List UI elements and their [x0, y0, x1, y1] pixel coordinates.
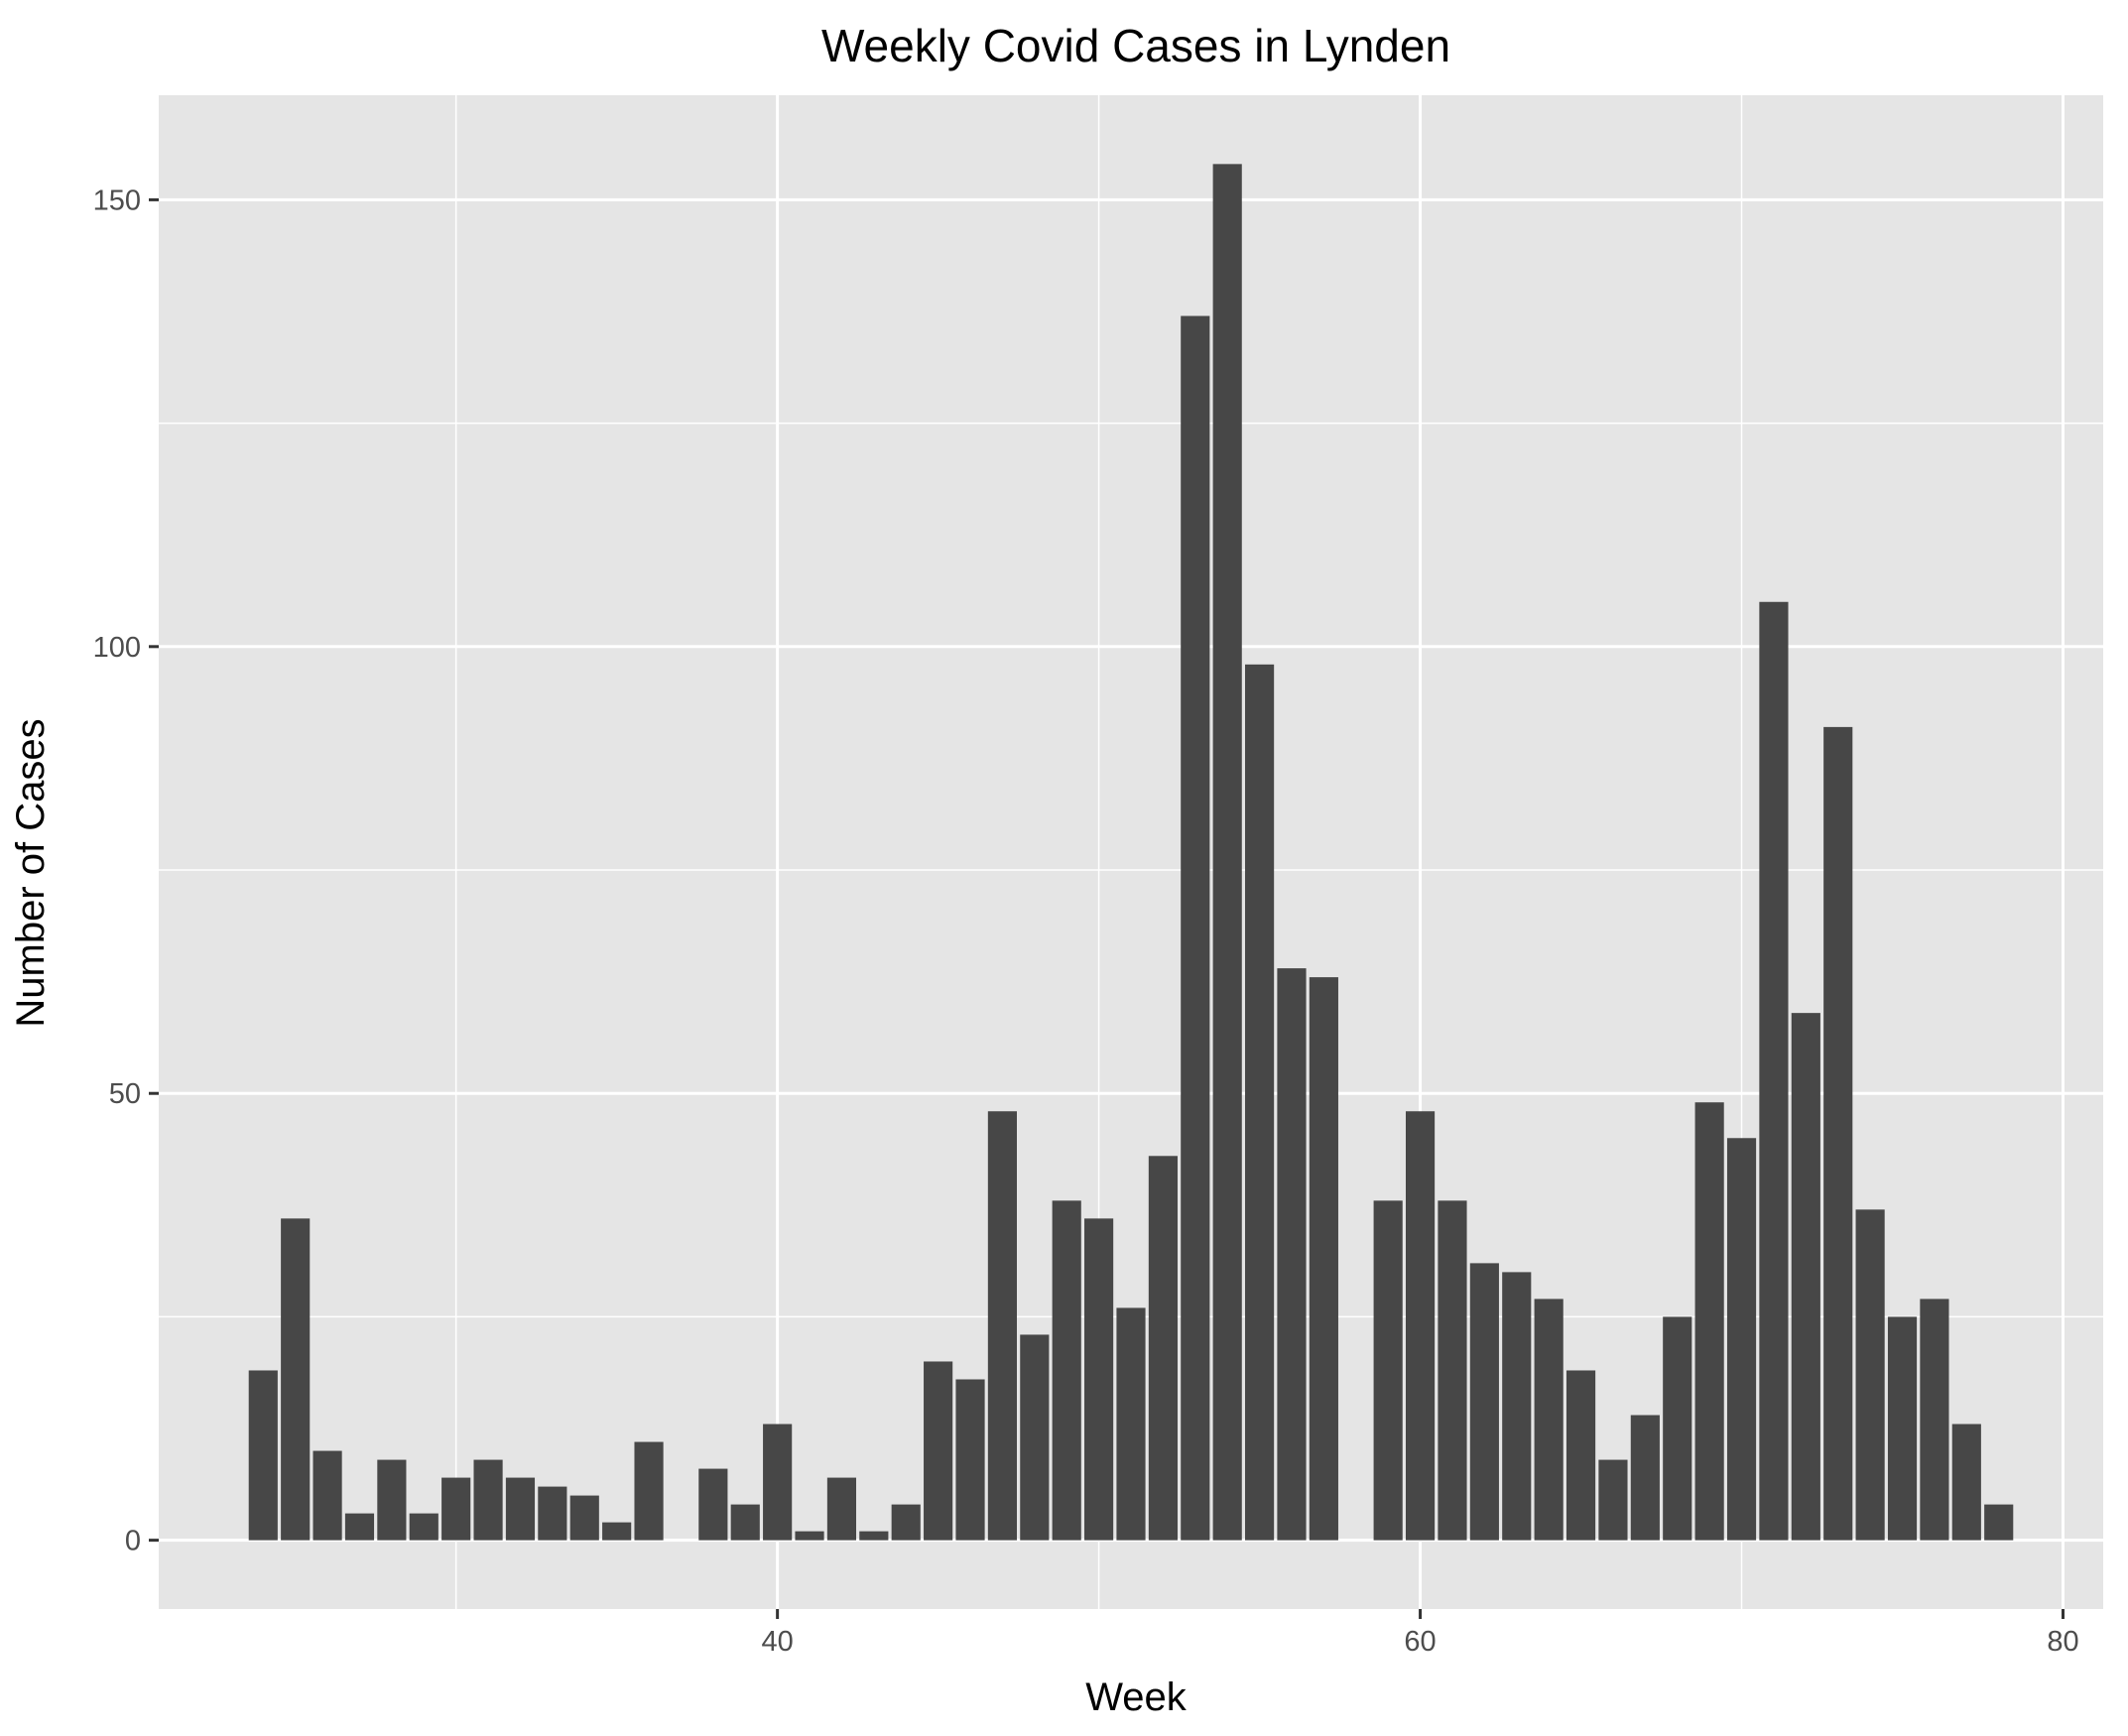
bar-week-64: [1534, 1299, 1564, 1541]
bar-week-53: [1181, 315, 1210, 1541]
bar-week-25: [281, 1218, 311, 1541]
bar-week-54: [1212, 164, 1242, 1541]
x-tick-label: 40: [762, 1626, 794, 1658]
bar-week-62: [1469, 1263, 1499, 1541]
bar-week-78: [1984, 1504, 2014, 1541]
bar-week-36: [634, 1441, 664, 1541]
bar-week-72: [1791, 1013, 1820, 1541]
bar-week-67: [1630, 1415, 1660, 1541]
bar-week-43: [859, 1531, 889, 1541]
bar-week-26: [313, 1450, 342, 1541]
bar-week-65: [1565, 1370, 1596, 1541]
chart-title: Weekly Covid Cases in Lynden: [821, 20, 1450, 71]
bar-week-75: [1887, 1316, 1918, 1541]
bar-week-32: [505, 1477, 536, 1541]
bar-week-74: [1855, 1209, 1885, 1541]
y-tick-label: 150: [93, 185, 141, 216]
bar-week-44: [891, 1504, 921, 1541]
y-tick-label: 0: [125, 1526, 141, 1557]
bar-week-76: [1920, 1299, 1949, 1541]
bar-week-52: [1148, 1156, 1178, 1541]
bar-week-47: [987, 1111, 1017, 1541]
bar-week-73: [1823, 726, 1853, 1541]
bars: [248, 164, 2014, 1541]
bar-week-31: [473, 1459, 503, 1541]
bar-week-59: [1373, 1200, 1403, 1541]
bar-week-39: [730, 1504, 760, 1541]
bar-week-27: [344, 1513, 375, 1541]
bar-week-57: [1309, 977, 1338, 1541]
bar-week-48: [1020, 1334, 1050, 1541]
bar-week-60: [1405, 1111, 1436, 1541]
bar-week-70: [1726, 1138, 1757, 1541]
bar-week-29: [409, 1513, 438, 1541]
bar-week-45: [924, 1361, 953, 1541]
bar-week-33: [538, 1486, 567, 1541]
x-tick-label: 80: [2047, 1626, 2078, 1658]
bar-week-46: [955, 1379, 985, 1541]
bar-week-56: [1277, 968, 1307, 1541]
bar-week-34: [569, 1495, 599, 1541]
bar-week-41: [795, 1531, 824, 1541]
bar-week-28: [377, 1459, 407, 1541]
axes: 0 50 100 150 40 60 80: [93, 185, 2079, 1658]
x-tick-label: 60: [1404, 1626, 1436, 1658]
bar-week-40: [763, 1424, 793, 1541]
bar-week-38: [698, 1468, 728, 1541]
y-axis-title: Number of Cases: [9, 718, 53, 1027]
bar-week-71: [1759, 601, 1789, 1541]
bar-week-68: [1663, 1316, 1692, 1541]
bar-week-24: [248, 1370, 278, 1541]
bar-week-35: [602, 1522, 632, 1541]
y-tick-label: 100: [93, 632, 141, 664]
bar-week-42: [826, 1477, 857, 1541]
bar-week-49: [1052, 1200, 1081, 1541]
bar-week-61: [1438, 1200, 1467, 1541]
bar-week-30: [441, 1477, 471, 1541]
bar-week-77: [1951, 1424, 1981, 1541]
bar-week-51: [1116, 1307, 1146, 1541]
bar-week-66: [1598, 1459, 1628, 1541]
x-axis-title: Week: [1085, 1675, 1188, 1719]
bar-week-69: [1694, 1102, 1724, 1541]
y-tick-label: 50: [109, 1078, 141, 1110]
bar-week-63: [1502, 1272, 1532, 1541]
bar-week-55: [1245, 664, 1275, 1541]
bar-week-50: [1084, 1218, 1114, 1541]
